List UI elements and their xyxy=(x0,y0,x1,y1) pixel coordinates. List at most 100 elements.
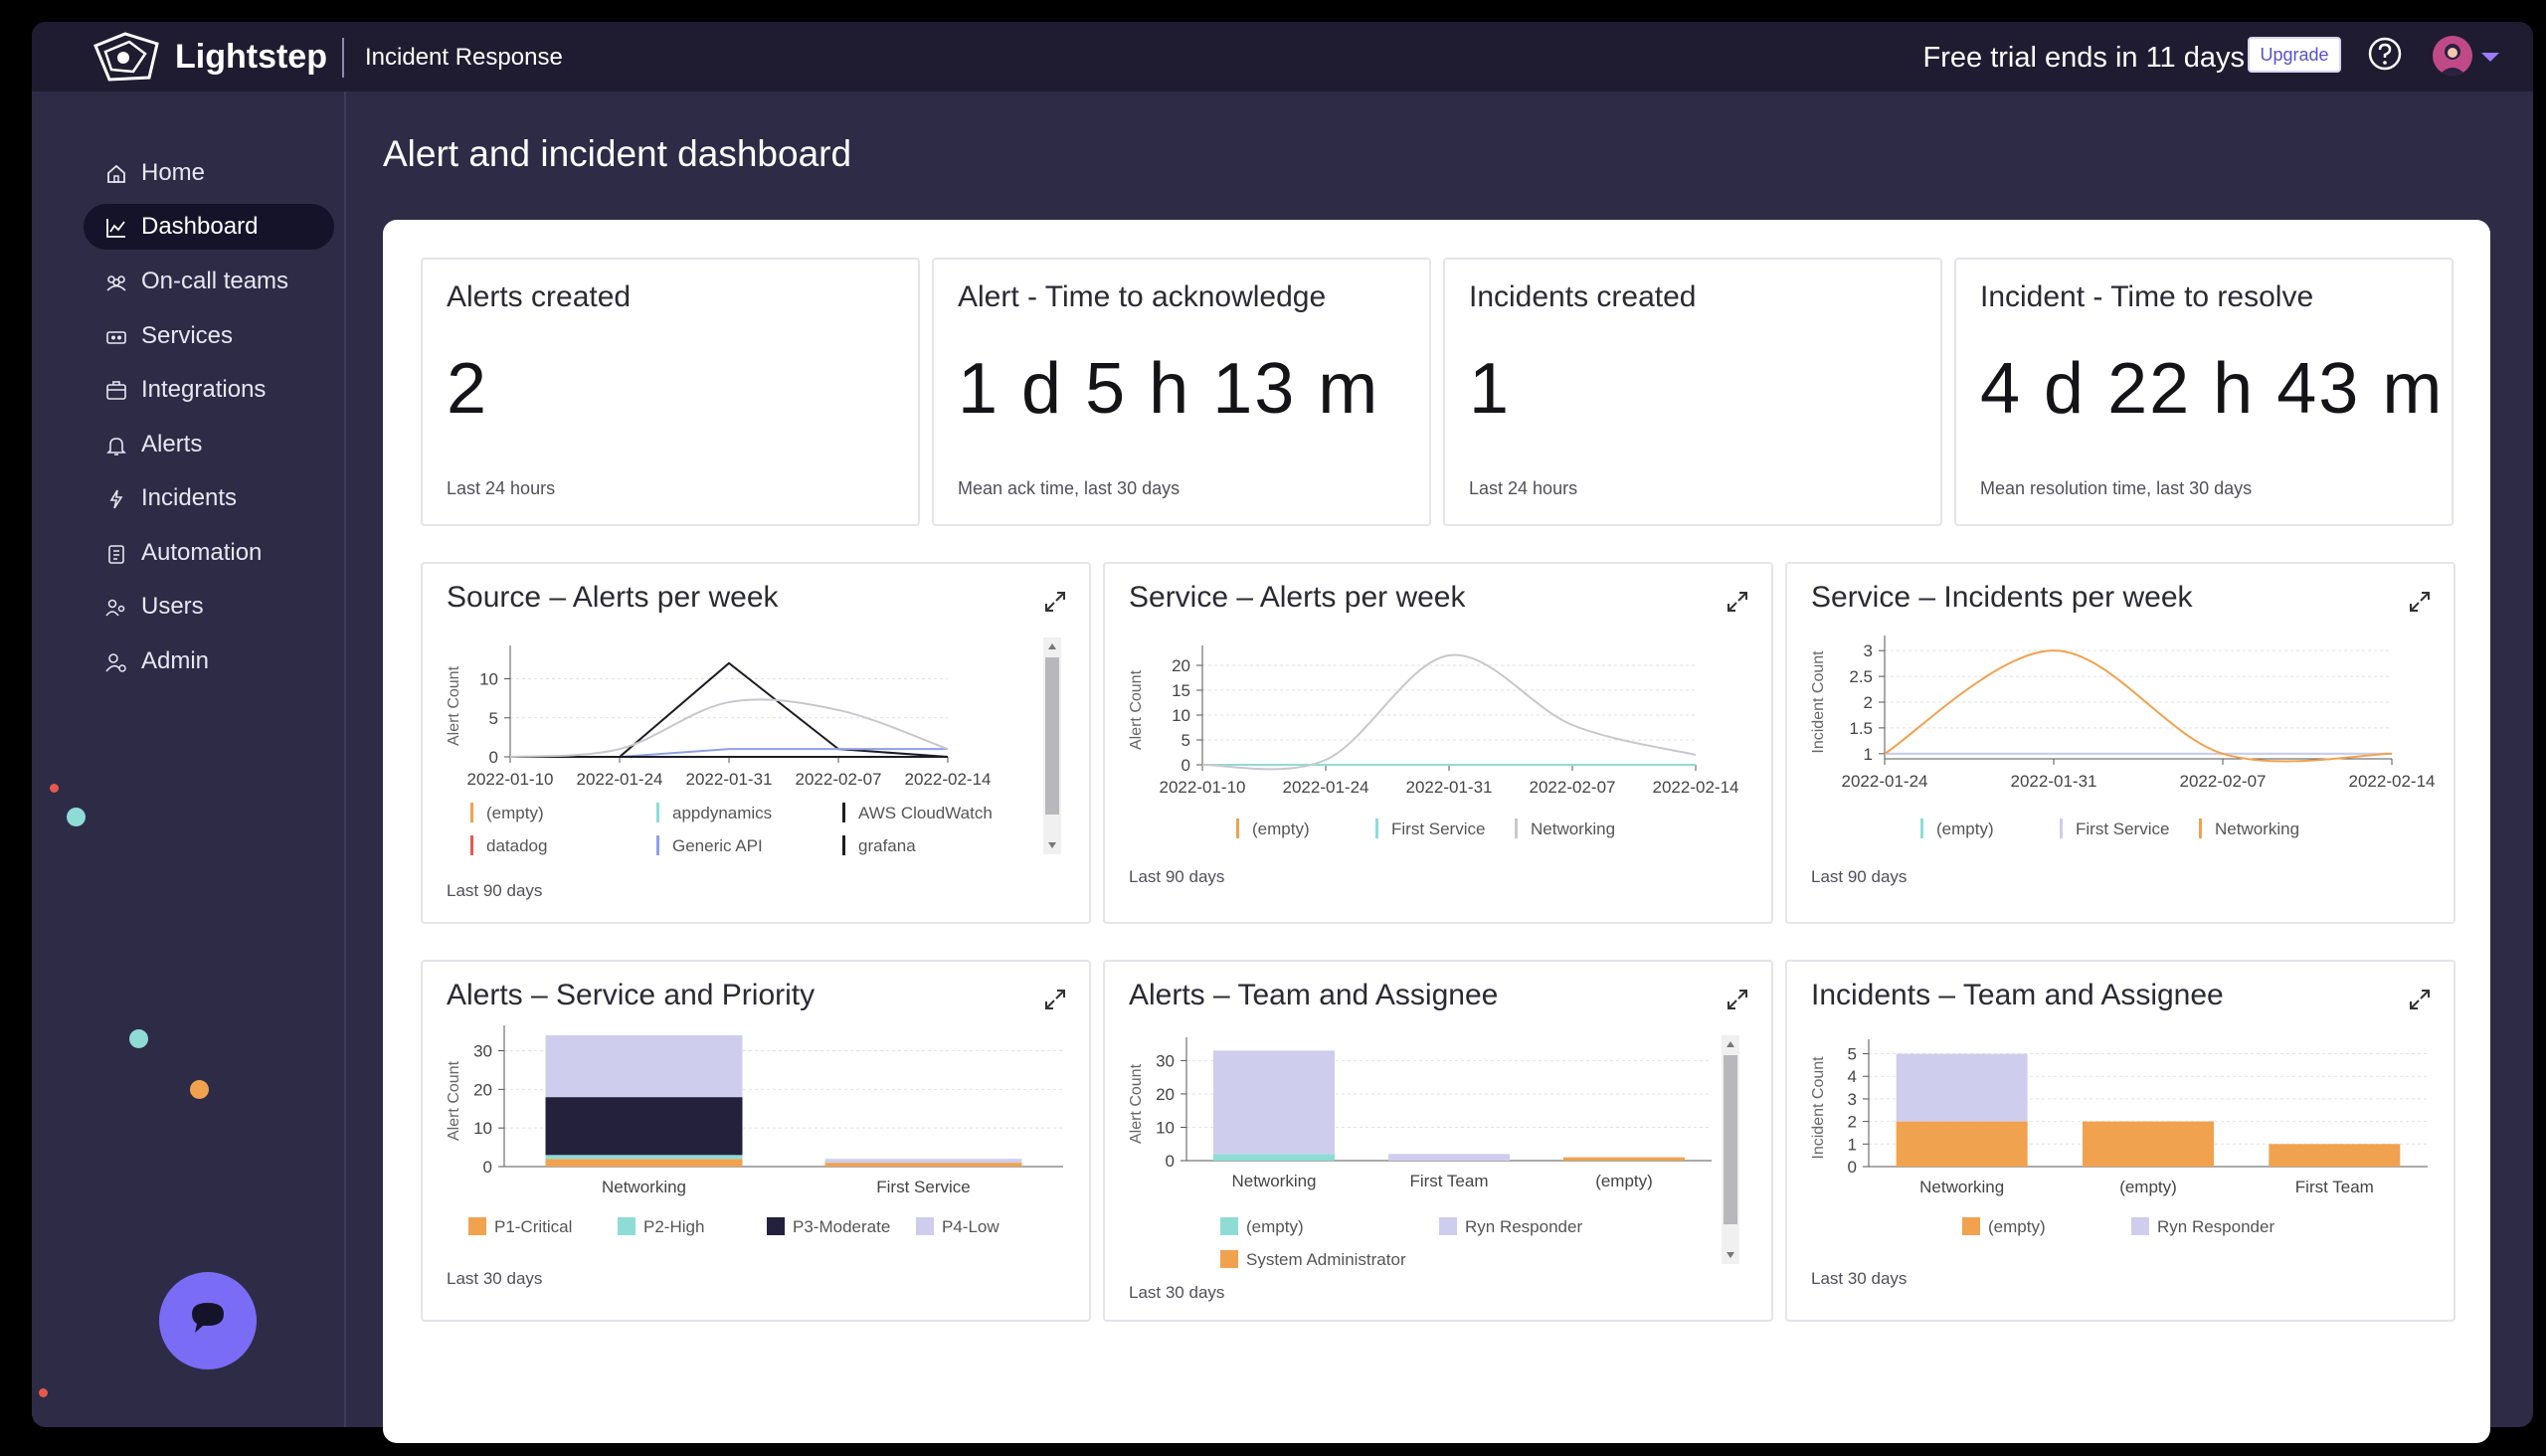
scrollbar[interactable] xyxy=(1043,637,1061,854)
legend-item[interactable]: P2-High xyxy=(618,1217,704,1236)
expand-icon[interactable] xyxy=(2408,590,2432,614)
legend-label: Networking xyxy=(2215,819,2299,838)
series-line-networking xyxy=(1884,649,2393,763)
help-icon[interactable] xyxy=(2367,36,2403,72)
legend-item[interactable]: (empty) xyxy=(1920,819,1994,838)
legend-item[interactable]: Networking xyxy=(2199,819,2299,838)
chart-title: Service – Alerts per week xyxy=(1129,581,1466,614)
legend-label: P3-Moderate xyxy=(793,1217,890,1236)
legend-label: Ryn Responder xyxy=(1465,1217,1582,1236)
expand-icon[interactable] xyxy=(1726,590,1749,614)
legend-item[interactable]: grafana xyxy=(842,835,916,855)
legend-item[interactable]: datadog xyxy=(470,835,547,855)
x-tick-label: Networking xyxy=(1919,1178,2004,1196)
expand-icon[interactable] xyxy=(1043,988,1067,1011)
bar-segment xyxy=(1563,1157,1685,1161)
chart-legend: P1-Critical P2-High P3-Moderate P4-Low xyxy=(468,1217,1000,1236)
legend-item[interactable]: Ryn Responder xyxy=(2131,1217,2274,1236)
chart-card-service-alerts[interactable]: Service – Alerts per week Last 90 days A… xyxy=(1103,562,1773,924)
sidebar-item-dashboard[interactable]: Dashboard xyxy=(84,204,334,250)
x-tick-label: 2022-02-14 xyxy=(1653,778,1739,797)
legend-item[interactable]: P1-Critical xyxy=(468,1217,572,1236)
decorative-dot xyxy=(39,1388,48,1397)
y-tick-label: 10 xyxy=(1172,706,1190,725)
sidebar-item-incidents[interactable]: Incidents xyxy=(84,475,334,521)
legend-label: P4-Low xyxy=(942,1217,1000,1236)
legend-label: P2-High xyxy=(643,1217,704,1236)
stat-card-alerts-created[interactable]: Alerts created 2 Last 24 hours xyxy=(421,258,920,526)
legend-item[interactable]: (empty) xyxy=(470,803,544,822)
legend-item[interactable]: P3-Moderate xyxy=(767,1217,890,1236)
chart-card-alerts-team-assignee[interactable]: Alerts – Team and Assignee Last 30 days … xyxy=(1103,960,1773,1322)
brand-name[interactable]: Lightstep xyxy=(175,38,327,76)
lightstep-logo-icon[interactable] xyxy=(90,28,163,84)
y-axis-label: Incident Count xyxy=(1810,650,1827,754)
expand-icon[interactable] xyxy=(1726,988,1749,1011)
chevron-down-icon[interactable] xyxy=(2481,53,2499,62)
chat-button[interactable] xyxy=(159,1272,257,1369)
sidebar-item-label: Home xyxy=(141,159,206,186)
chart-legend: (empty) Ryn Responder System Administrator xyxy=(1220,1217,1582,1269)
y-tick-label: 0 xyxy=(489,748,498,767)
legend-swatch xyxy=(842,803,845,822)
legend-swatch xyxy=(656,803,659,822)
sidebar-item-home[interactable]: Home xyxy=(84,150,334,196)
legend-label: grafana xyxy=(858,836,916,855)
legend-item[interactable]: Generic API xyxy=(656,835,763,855)
x-tick-label: Networking xyxy=(602,1178,686,1196)
legend-item[interactable]: (empty) xyxy=(1236,819,1310,838)
legend-item[interactable]: Networking xyxy=(1515,819,1615,838)
sidebar-item-label: Integrations xyxy=(141,376,267,403)
upgrade-button[interactable]: Upgrade xyxy=(2248,37,2341,73)
legend-label: (empty) xyxy=(486,804,544,822)
legend-item[interactable]: System Administrator xyxy=(1220,1250,1406,1269)
scrollbar-thumb xyxy=(1724,1055,1737,1224)
stat-title: Alerts created xyxy=(447,280,632,313)
legend-item[interactable]: First Service xyxy=(1375,819,1485,838)
bar-segment xyxy=(1213,1154,1335,1161)
legend-item[interactable]: appdynamics xyxy=(656,803,772,822)
stat-card-time-to-resolve[interactable]: Incident - Time to resolve 4 d 22 h 43 m… xyxy=(1954,258,2454,526)
x-tick-label: 2022-01-10 xyxy=(467,770,554,789)
sidebar-item-on-call-teams[interactable]: On-call teams xyxy=(84,259,334,304)
bar-segment xyxy=(545,1035,743,1098)
chart-title: Alerts – Service and Priority xyxy=(447,979,816,1011)
chart-card-service-incidents[interactable]: Service – Incidents per week Last 90 day… xyxy=(1785,562,2455,924)
chart-card-alerts-service-priority[interactable]: Alerts – Service and Priority Last 30 da… xyxy=(421,960,1091,1322)
top-bar: Lightstep Incident Response Free trial e… xyxy=(32,22,2533,91)
scrollbar[interactable] xyxy=(1722,1035,1739,1264)
legend-label: First Service xyxy=(1391,819,1485,838)
y-tick-label: 10 xyxy=(473,1119,492,1138)
sidebar-item-automation[interactable]: Automation xyxy=(84,530,334,576)
x-tick-label: 2022-01-24 xyxy=(1842,772,1928,791)
sidebar-item-users[interactable]: Users xyxy=(84,584,334,630)
legend-item[interactable]: First Service xyxy=(2060,819,2169,838)
legend-item[interactable]: (empty) xyxy=(1220,1217,1304,1236)
sidebar-item-alerts[interactable]: Alerts xyxy=(84,422,334,467)
legend-item[interactable]: Ryn Responder xyxy=(1439,1217,1582,1236)
sidebar-item-label: Services xyxy=(141,322,234,349)
sidebar-item-admin[interactable]: Admin xyxy=(84,638,334,684)
stat-card-time-to-acknowledge[interactable]: Alert - Time to acknowledge 1 d 5 h 13 m… xyxy=(932,258,1431,526)
y-tick-label: 0 xyxy=(1848,1158,1857,1177)
legend-item[interactable]: P4-Low xyxy=(916,1217,1000,1236)
x-tick-label: (empty) xyxy=(2119,1178,2177,1196)
chart-svg-incidents-team-assignee: Incident Count 0 1 2 3 4 5 Networking (empty) Fir… xyxy=(1810,1039,2428,1236)
expand-icon[interactable] xyxy=(2408,988,2432,1011)
chart-card-source-alerts[interactable]: Source – Alerts per week Last 90 days Al… xyxy=(421,562,1091,924)
expand-icon[interactable] xyxy=(1043,590,1067,614)
chart-card-incidents-team-assignee[interactable]: Incidents – Team and Assignee Last 30 da… xyxy=(1785,960,2455,1322)
chart-footnote: Last 90 days xyxy=(447,881,543,900)
series-line-networking xyxy=(1201,653,1697,771)
legend-swatch xyxy=(916,1217,934,1235)
chart-footnote: Last 90 days xyxy=(1129,867,1225,886)
bar-segment xyxy=(545,1097,743,1156)
sidebar-item-services[interactable]: Services xyxy=(84,313,334,359)
sidebar-item-label: Automation xyxy=(141,539,263,566)
legend-item[interactable]: (empty) xyxy=(1962,1217,2046,1236)
stat-card-incidents-created[interactable]: Incidents created 1 Last 24 hours xyxy=(1443,258,1942,526)
y-axis-label: Alert Count xyxy=(446,1060,462,1141)
user-avatar[interactable] xyxy=(2433,36,2472,76)
legend-item[interactable]: AWS CloudWatch xyxy=(842,803,993,822)
sidebar-item-integrations[interactable]: Integrations xyxy=(84,367,334,413)
